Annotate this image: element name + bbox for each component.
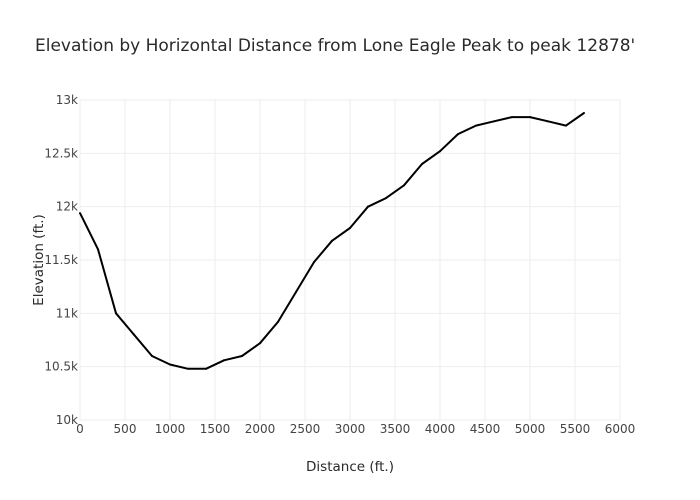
x-tick-label: 1000	[155, 422, 186, 436]
x-tick-label: 4500	[470, 422, 501, 436]
data-point	[439, 150, 441, 153]
y-axis-label: Elevation (ft.)	[31, 214, 47, 306]
x-axis-ticks: 0 500 1000 1500 2000 2500 3000 3500 4000 4500 5000…	[76, 422, 635, 436]
data-point	[151, 355, 153, 357]
x-tick-label: 2000	[245, 422, 276, 436]
data-point	[457, 133, 459, 136]
x-tick-label: 4000	[425, 422, 456, 436]
x-tick-label: 1500	[200, 422, 231, 436]
data-point	[259, 342, 261, 345]
data-point	[115, 312, 117, 315]
data-point	[385, 197, 387, 200]
y-tick-label: 13k	[56, 93, 78, 107]
x-tick-label: 500	[114, 422, 137, 436]
series-layer	[79, 112, 585, 370]
y-tick-label: 11.5k	[44, 253, 78, 267]
data-point	[295, 291, 297, 293]
data-point	[313, 261, 315, 264]
y-tick-label: 10k	[56, 413, 78, 427]
data-point	[583, 112, 585, 115]
y-tick-label: 12k	[56, 200, 78, 214]
chart-title: Elevation by Horizontal Distance from Lo…	[35, 36, 635, 56]
data-point	[241, 355, 243, 357]
x-tick-label: 0	[76, 422, 84, 436]
data-point	[187, 367, 189, 370]
data-point	[223, 359, 225, 362]
x-axis-label: Distance (ft.)	[306, 459, 394, 475]
data-point	[493, 120, 495, 123]
data-point	[511, 116, 513, 119]
data-point	[565, 124, 567, 127]
data-point	[133, 333, 135, 336]
x-tick-label: 3500	[380, 422, 411, 436]
data-point	[547, 120, 549, 123]
data-point	[97, 248, 99, 251]
x-tick-label: 5500	[560, 422, 591, 436]
data-point	[529, 116, 531, 119]
data-point	[79, 212, 81, 215]
grid	[79, 99, 621, 421]
y-axis-ticks: 10k 10.5k 11k 11.5k 12k 12.5k 13k	[44, 93, 78, 427]
data-point	[403, 184, 405, 187]
x-tick-label: 3000	[335, 422, 366, 436]
data-point	[277, 320, 279, 323]
y-tick-label: 10.5k	[44, 360, 78, 374]
x-tick-label: 5000	[515, 422, 546, 436]
data-point	[475, 124, 477, 127]
data-point	[169, 363, 171, 366]
x-tick-label: 2500	[290, 422, 321, 436]
y-tick-label: 12.5k	[44, 146, 78, 160]
data-point	[367, 205, 369, 208]
data-point	[205, 367, 207, 370]
data-point	[349, 227, 351, 229]
data-point	[331, 239, 333, 242]
data-point	[421, 163, 423, 165]
x-tick-label: 6000	[605, 422, 636, 436]
y-tick-label: 11k	[56, 306, 78, 320]
